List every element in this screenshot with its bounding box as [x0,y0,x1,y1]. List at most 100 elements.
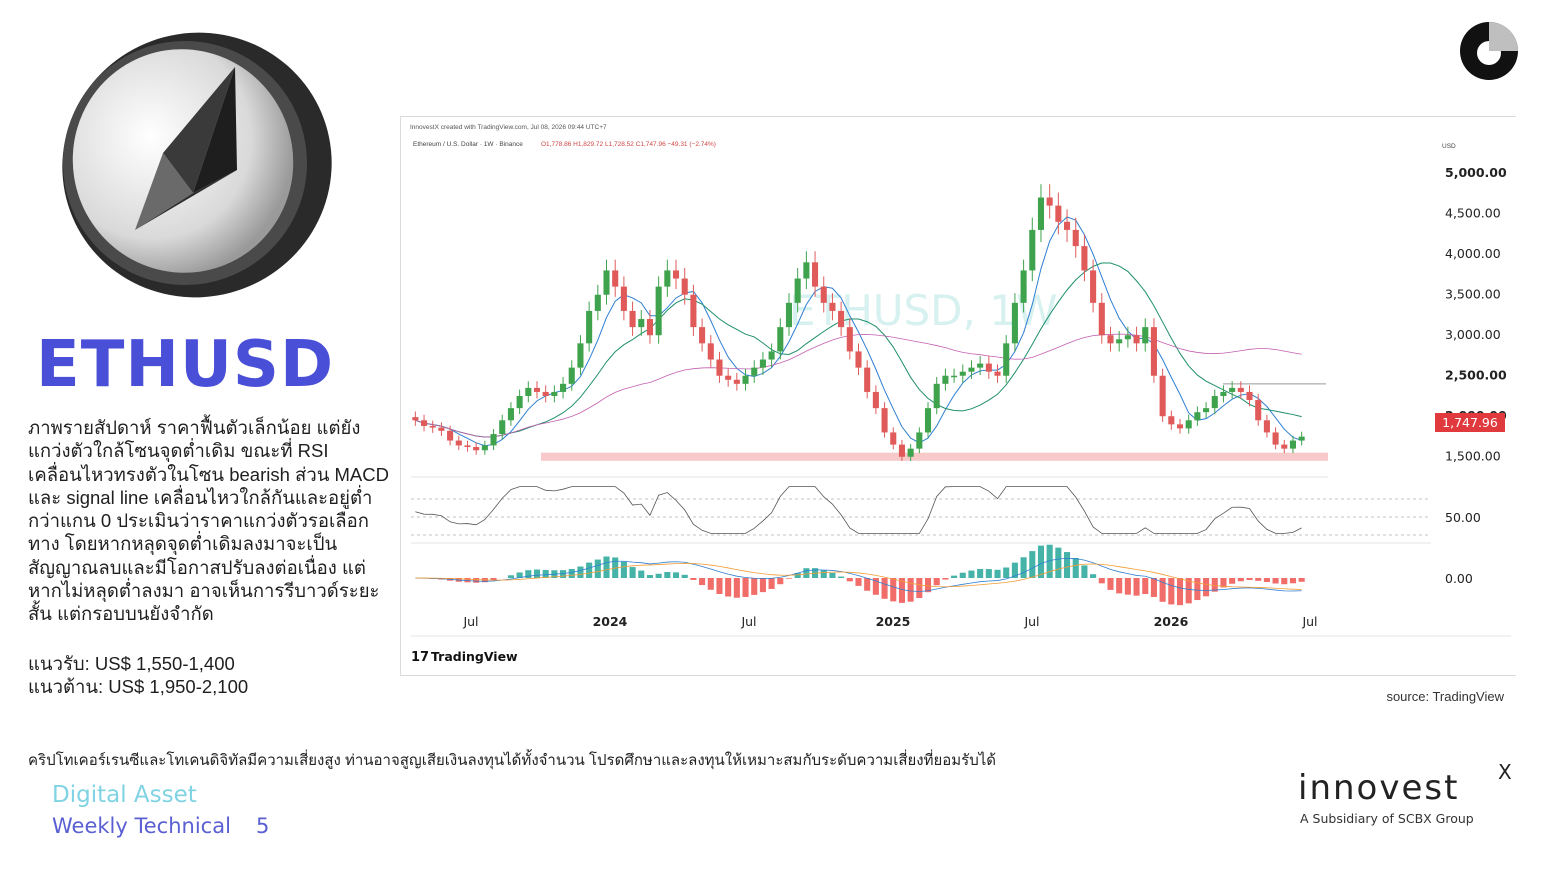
price-tick-label: 4,000.00 [1445,246,1501,261]
candle-body [838,310,845,328]
candle-body [1064,221,1071,230]
candle-body [907,448,914,457]
candle-body [603,270,610,295]
candle-body [924,408,932,433]
macd-histogram-bar [594,559,601,578]
candle-body [829,302,836,311]
macd-histogram-bar [733,578,740,598]
candle-body [516,395,523,409]
price-tick-label: 2,500.00 [1445,368,1507,383]
candle-body [438,427,445,431]
macd-histogram-bar [951,575,958,578]
candle-body [586,310,593,344]
candle-body [1194,412,1201,421]
macd-histogram-bar [464,578,471,583]
macd-histogram-bar [785,578,793,579]
time-tick-label: 2025 [876,614,911,629]
candle-body [1029,229,1036,271]
tradingview-logo: 𝟭7 TradingView [411,649,518,665]
candle-body [542,391,549,396]
macd-histogram-bar [1098,578,1105,584]
candle-body [481,445,488,451]
macd-histogram-bar [672,572,680,578]
macd-histogram-bar [1133,578,1140,596]
price-tick-label: 3,500.00 [1445,287,1501,302]
brand-x-mark: X [1498,760,1512,784]
macd-histogram-bar [1142,578,1149,595]
last-price-tag: 1,747.96 [1435,413,1505,432]
rsi-level-label: 50.00 [1445,510,1481,525]
macd-histogram-bar [1298,578,1305,582]
candle-body [881,408,888,433]
macd-histogram-bar [1211,578,1218,592]
macd-histogram-bar [933,578,940,586]
candle-body [473,447,480,451]
candle-body [1011,302,1018,344]
macd-zero-label: 0.00 [1445,571,1473,586]
candlesticks [412,184,1305,461]
macd-histogram-bar [1185,578,1192,604]
candle-body [1159,375,1166,417]
candle-body [933,383,940,409]
candle-body [768,351,775,360]
macd-histogram-bar [707,578,714,590]
macd-histogram-bar [759,578,766,593]
candle-body [777,327,784,352]
macd-histogram-bar [838,576,845,578]
macd-signal-line [415,562,1302,590]
macd-histogram-bar [1046,544,1053,578]
candle-body [490,434,497,446]
candle-body [1107,335,1114,344]
candle-body [1090,270,1097,303]
macd-histogram-bar [1037,545,1045,578]
tradingview-label: TradingView [431,649,518,664]
macd-histogram-bar [681,574,688,578]
candle-body [499,420,506,435]
support-level: แนวรับ: US$ 1,550-1,400 [28,653,235,674]
candle-body [429,425,436,428]
chart-symbol-line: Ethereum / U.S. Dollar · 1W · Binance [413,141,523,148]
macd-histogram-bar [742,578,749,597]
analysis-text: ภาพรายสัปดาห์ ราคาฟื้นตัวเล็กน้อย แต่ยัง… [28,417,389,625]
macd-histogram-bar [1237,578,1244,582]
macd-histogram-bar [586,562,593,578]
candle-body [1203,408,1210,413]
macd-histogram-bar [1064,552,1071,578]
macd-histogram-bar [1124,578,1131,595]
candle-body [1081,246,1088,271]
macd-histogram-bar [638,570,645,578]
macd-histogram-bar [794,572,801,578]
rsi-panel [411,486,1431,544]
macd-histogram-bar [473,578,480,583]
macd-histogram-bar [916,578,923,599]
candle-body [699,327,706,344]
macd-histogram-bar [1203,578,1210,597]
brand-name: innovest [1298,768,1460,808]
candle-body [872,391,879,409]
candle-body [1176,424,1184,429]
candle-body [638,319,645,328]
footer-section-title: Digital Asset [52,782,197,808]
candle-body [1072,229,1079,247]
macd-panel [411,544,1511,637]
macd-histogram-bar [568,568,575,578]
macd-histogram-bar [907,578,914,602]
candle-body [785,302,793,328]
macd-histogram-bar [533,569,541,578]
time-tick-label: Jul [462,614,478,629]
candle-body [759,359,766,368]
candle-body [968,367,975,372]
macd-histogram-bar [872,578,879,595]
price-tick-label: 1,500.00 [1445,449,1501,464]
last-price-label: 1,747.96 [1442,415,1498,430]
macd-histogram-bar [1055,547,1062,578]
candle-body [655,286,662,336]
brand-subtitle: A Subsidiary of SCBX Group [1300,811,1474,826]
resistance-level: แนวต้าน: US$ 1,950-2,100 [28,676,249,697]
candle-body [1020,270,1027,303]
candle-body [1142,327,1149,344]
macd-histogram-bar [1029,551,1036,578]
candle-body [898,444,905,457]
time-tick-label: Jul [740,614,756,629]
time-tick-label: Jul [1023,614,1039,629]
